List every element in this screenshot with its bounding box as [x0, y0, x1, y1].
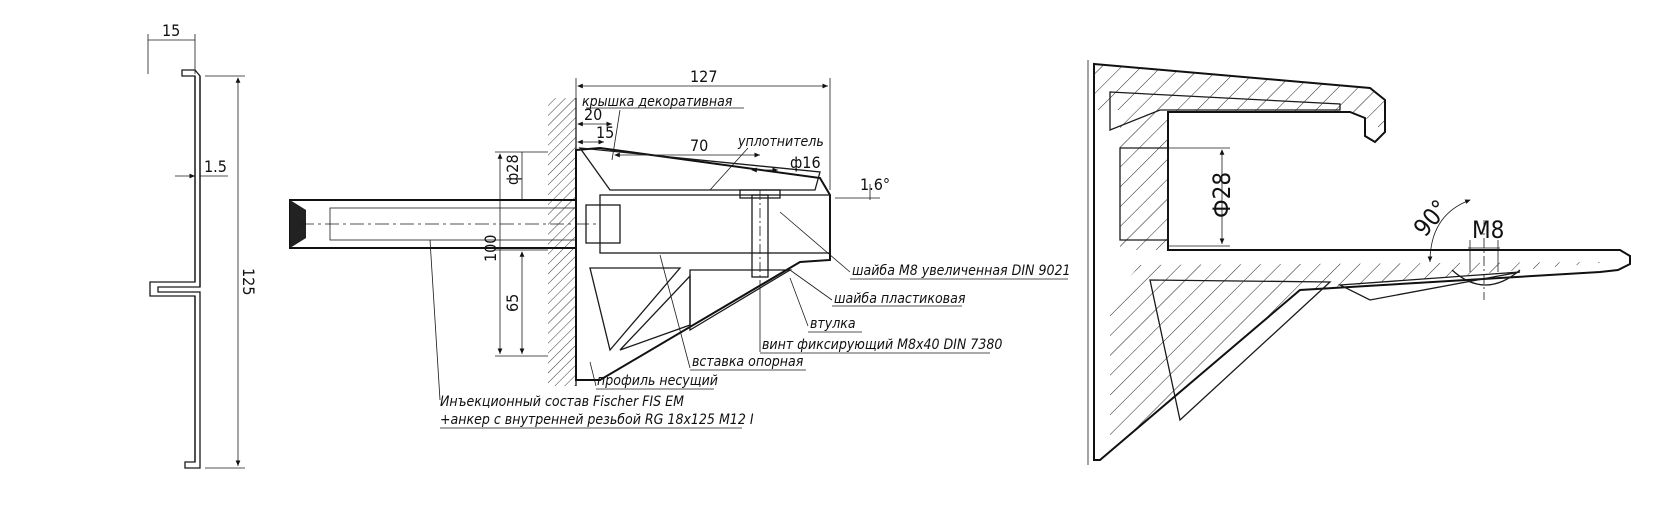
label-washer-m8: шайба М8 увеличенная DIN 9021	[852, 263, 1071, 279]
label-injection-1: Инъекционный состав Fischer FIS EM	[440, 394, 684, 410]
label-injection-2: +анкер с внутренней резьбой RG 18х125 M1…	[440, 412, 754, 428]
leader	[779, 211, 851, 273]
dim-65-text: 65	[503, 294, 522, 312]
assembly-view: 127 20 15 70 ф16 1.6° 100 65 ф28 крышка …	[289, 67, 1071, 429]
label-cover: крышка декоративная	[582, 94, 733, 110]
dim-m8-text: M8	[1472, 216, 1504, 244]
dim-thickness-text: 1.5	[204, 157, 227, 176]
dim-d28-text: ф28	[503, 154, 522, 185]
dim-d28-section-text: Ф28	[1208, 172, 1236, 218]
support-insert	[599, 194, 831, 254]
section-outline	[1093, 62, 1631, 461]
profile-strip	[149, 69, 201, 469]
dim-height-text: 125	[239, 268, 258, 295]
section-hatch-top	[1094, 64, 1385, 250]
wall-hatch	[548, 98, 576, 386]
dim-width-text: 15	[162, 21, 180, 40]
profile-view: 15 1.5 125	[147, 21, 258, 469]
bracket-profile	[575, 146, 831, 381]
label-bushing: втулка	[810, 316, 856, 332]
leader	[611, 109, 621, 161]
m8-hole	[1451, 269, 1521, 286]
anchor-tip	[290, 200, 306, 248]
label-seal: уплотнитель	[737, 134, 824, 150]
section-view: Ф28 90° M8	[1087, 60, 1631, 465]
dim-100-text: 100	[481, 235, 500, 262]
dim-overall-text: 127	[690, 67, 717, 86]
section-hatch-bottom	[1110, 262, 1610, 450]
washer	[739, 189, 781, 199]
rib	[589, 267, 682, 352]
dim-d16-text: ф16	[790, 153, 821, 172]
decorative-cover	[578, 147, 821, 191]
label-washer-plastic: шайба пластиковая	[834, 291, 966, 307]
leader	[789, 277, 809, 327]
label-profile: профиль несущий	[597, 373, 718, 389]
leader	[659, 254, 691, 369]
leader	[589, 361, 597, 387]
section-void-1	[1149, 279, 1332, 422]
dim-angle-90-text: 90°	[1408, 195, 1454, 242]
angle-90-arc	[1427, 199, 1471, 263]
rib-hatch	[619, 274, 691, 351]
dim-70-text: 70	[690, 136, 708, 155]
label-insert: вставка опорная	[692, 354, 804, 370]
rib	[689, 269, 793, 332]
section-void-2	[1337, 271, 1521, 301]
leader	[709, 147, 749, 191]
leader	[429, 239, 441, 401]
label-screw: винт фиксирующий М8х40 DIN 7380	[762, 337, 1002, 353]
leader	[789, 269, 833, 301]
dim-angle-text: 1.6°	[860, 175, 890, 194]
anchor-head	[585, 204, 621, 244]
dim-15-text: 15	[596, 123, 614, 142]
dim-20-text: 20	[584, 105, 602, 124]
anchor-hole	[1119, 147, 1169, 241]
